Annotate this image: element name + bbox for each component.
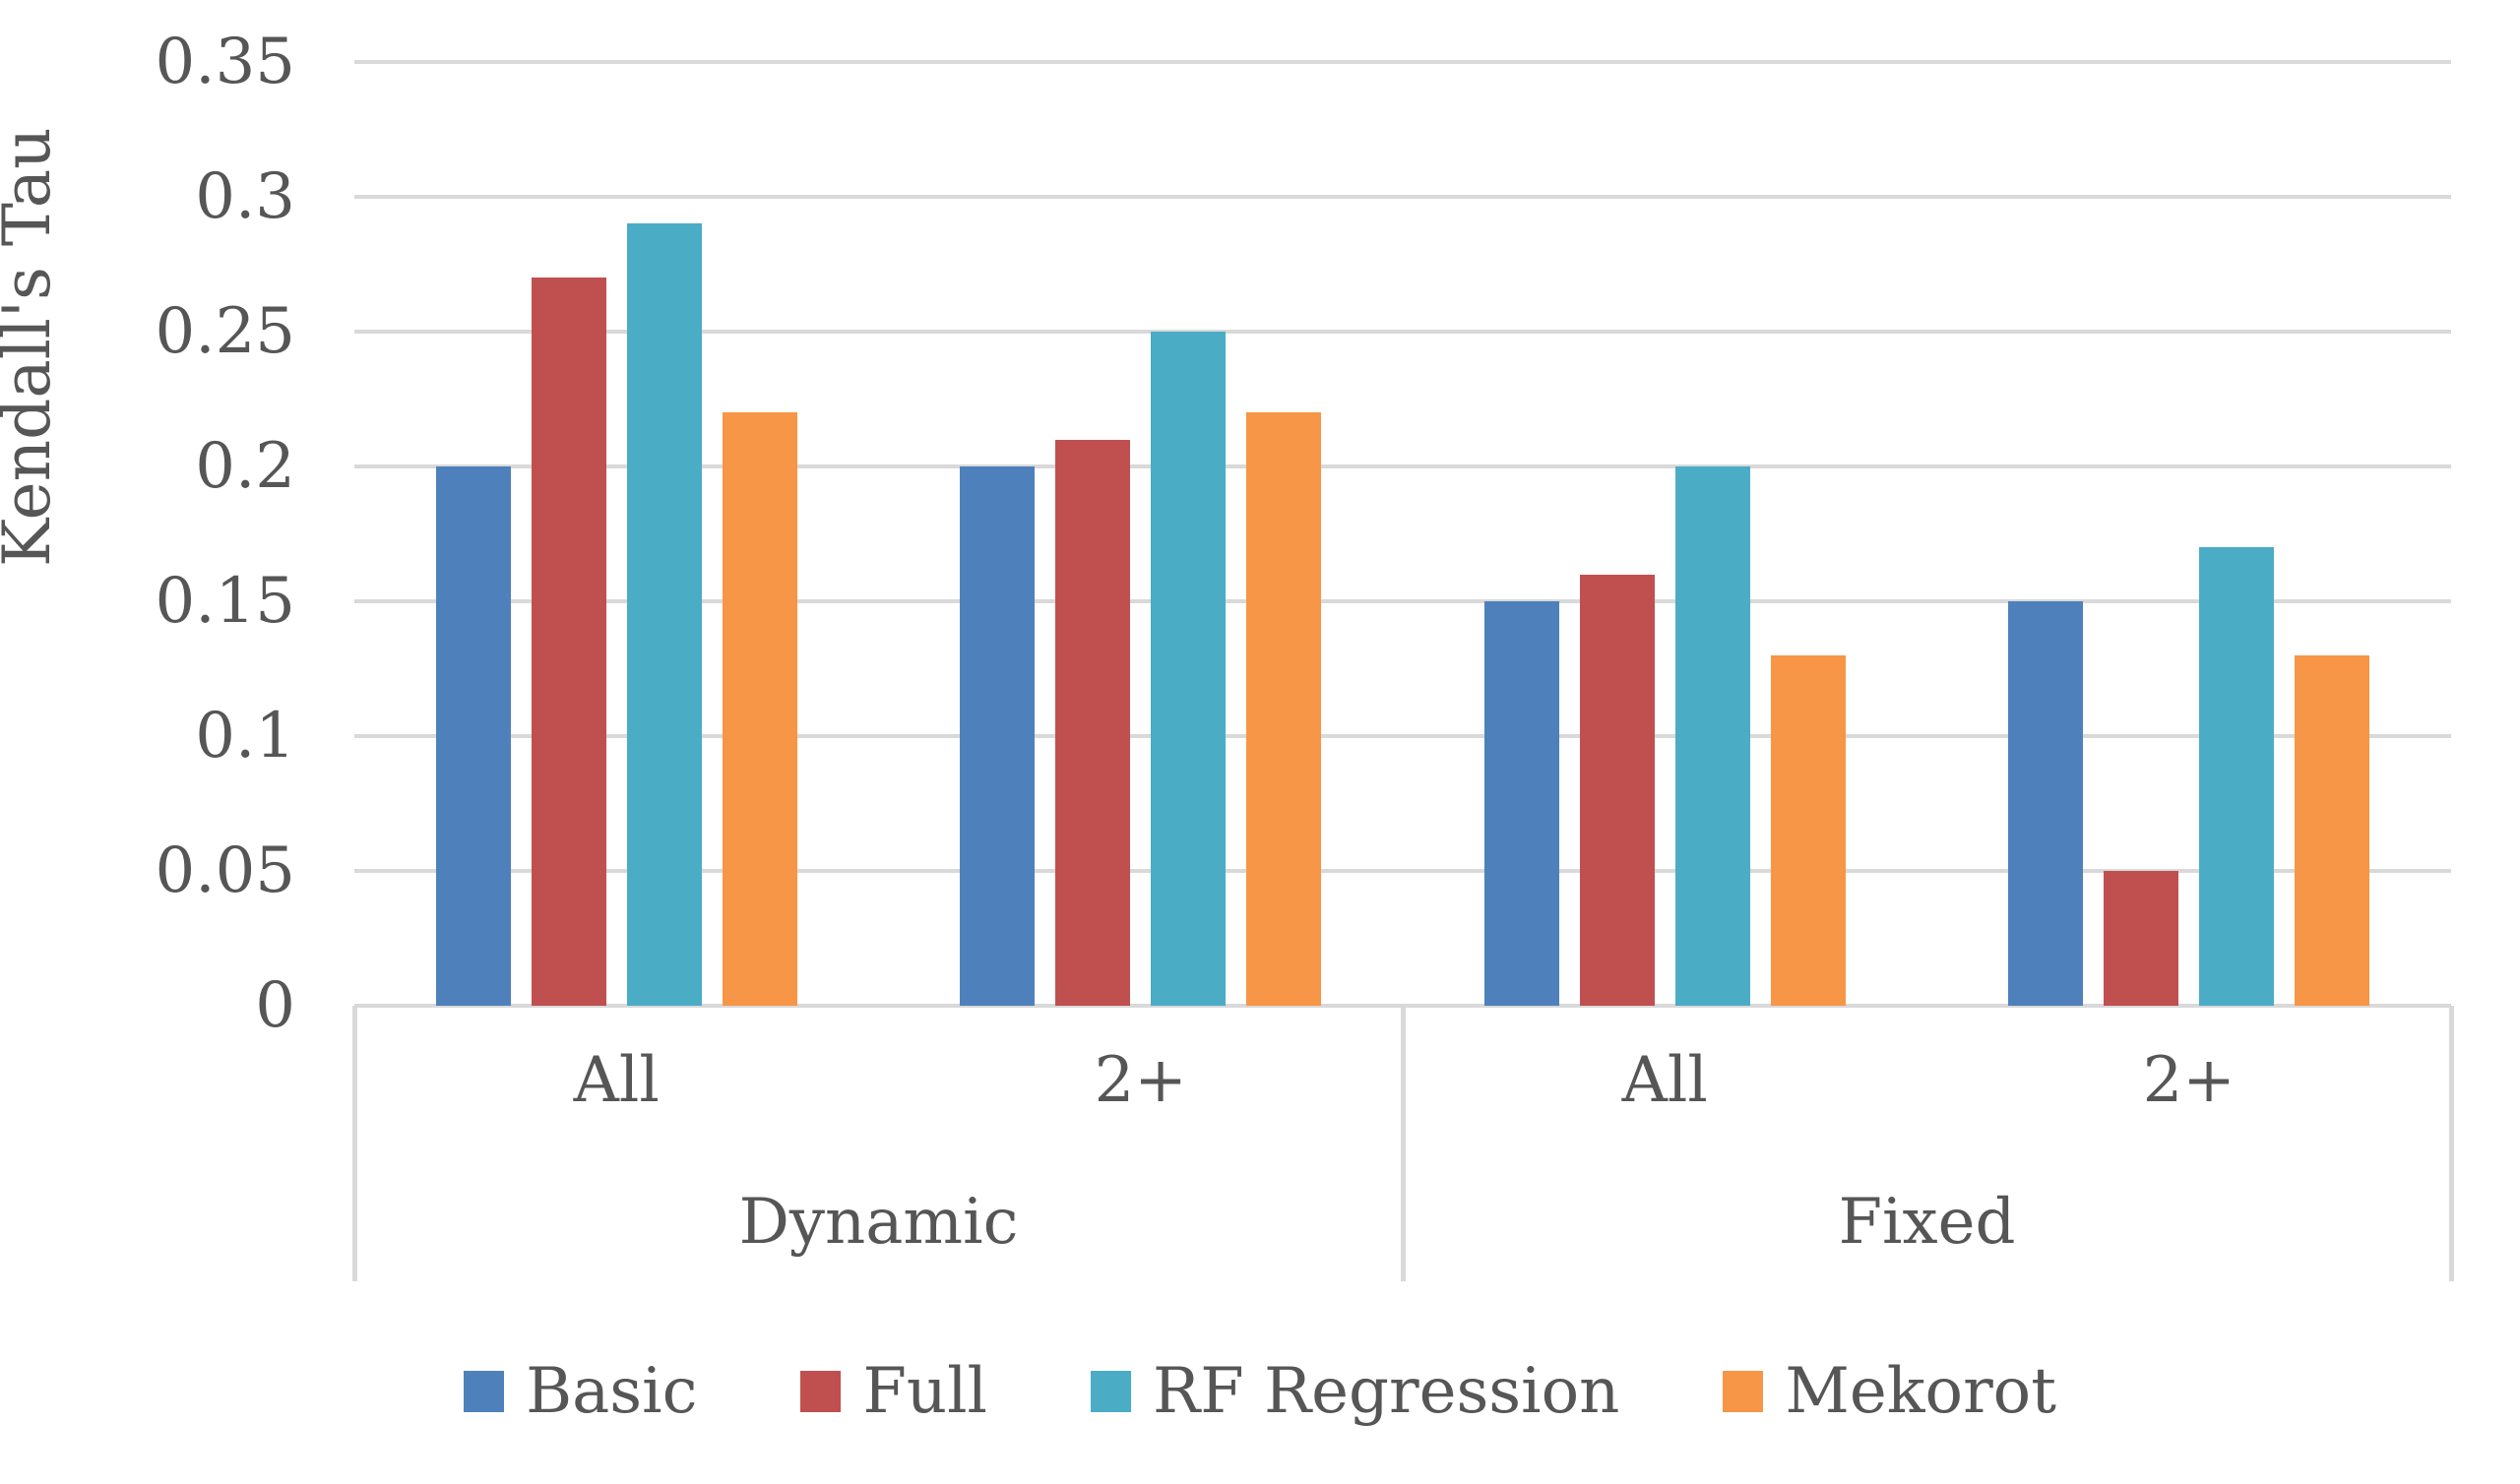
bar-rf-regression-dynamic-all	[626, 223, 702, 1006]
legend-item-basic: Basic	[464, 1356, 697, 1427]
bar-full-fixed-22plus	[2104, 871, 2179, 1006]
y-gridline	[354, 464, 2451, 468]
legend-swatch-basic	[464, 1371, 505, 1412]
bar-full-dynamic-22plus	[1055, 439, 1131, 1006]
bar-rf-regression-dynamic-22plus	[1151, 332, 1227, 1006]
category-group-divider	[1401, 1006, 1406, 1281]
y-tick-label: 0.05	[155, 835, 296, 907]
category-axis-border	[2449, 1006, 2454, 1281]
legend-item-mekorot: Mekorot	[1723, 1356, 2056, 1427]
bar-basic-dynamic-all	[435, 466, 511, 1006]
y-tick-label: 0.15	[155, 565, 296, 638]
group-tick-label: Fixed	[1838, 1186, 2016, 1259]
y-gridline	[354, 60, 2451, 64]
bar-full-dynamic-all	[531, 278, 606, 1006]
bar-full-fixed-all	[1579, 574, 1655, 1006]
legend-swatch-mekorot	[1723, 1371, 1764, 1412]
category-tick-label: 2+	[1094, 1044, 1187, 1117]
legend-label-rf-regression: RF Regression	[1153, 1355, 1620, 1428]
y-axis-title: Kendall's Tau	[0, 127, 65, 567]
bar-basic-dynamic-22plus	[960, 466, 1036, 1006]
bar-rf-regression-fixed-22plus	[2199, 547, 2275, 1006]
category-tick-label: All	[1621, 1044, 1708, 1117]
legend-label-full: Full	[862, 1355, 987, 1428]
y-gridline	[354, 195, 2451, 199]
y-gridline	[354, 330, 2451, 334]
category-axis-border	[352, 1006, 357, 1281]
bar-mekorot-dynamic-all	[722, 412, 797, 1006]
y-tick-label: 0	[255, 969, 295, 1042]
y-tick-label: 0.25	[155, 295, 296, 368]
bar-mekorot-fixed-all	[1770, 654, 1846, 1006]
y-tick-label: 0.2	[195, 430, 295, 503]
y-tick-label: 0.1	[195, 700, 295, 773]
legend-swatch-rf-regression	[1091, 1371, 1131, 1412]
legend-label-basic: Basic	[526, 1355, 698, 1428]
group-tick-label: Dynamic	[738, 1186, 1019, 1259]
y-tick-label: 0.35	[155, 26, 296, 98]
y-tick-label: 0.3	[195, 160, 295, 233]
legend: Basic Full RF Regression Mekorot	[0, 1356, 2520, 1427]
legend-item-rf-regression: RF Regression	[1091, 1356, 1619, 1427]
category-tick-label: All	[573, 1044, 660, 1117]
legend-label-mekorot: Mekorot	[1785, 1355, 2056, 1428]
legend-swatch-full	[800, 1371, 842, 1412]
y-gridline	[354, 734, 2451, 738]
bar-mekorot-dynamic-22plus	[1246, 412, 1322, 1006]
bar-basic-fixed-22plus	[2008, 601, 2084, 1006]
bar-mekorot-fixed-22plus	[2295, 654, 2370, 1006]
y-gridline	[354, 599, 2451, 603]
bar-basic-fixed-all	[1483, 601, 1559, 1006]
bar-rf-regression-fixed-all	[1674, 466, 1750, 1006]
legend-item-full: Full	[800, 1356, 987, 1427]
y-gridline	[354, 869, 2451, 873]
category-tick-label: 2+	[2142, 1044, 2236, 1117]
